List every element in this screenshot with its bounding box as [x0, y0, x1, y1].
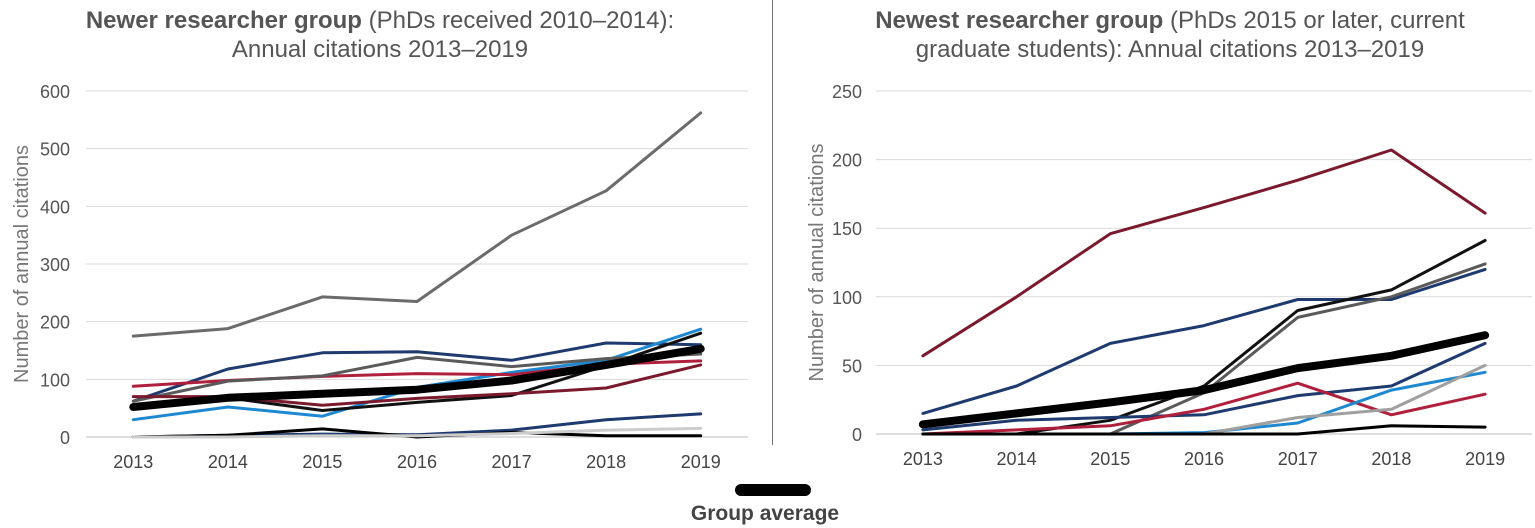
y-tick-label: 0: [852, 425, 862, 445]
x-tick-label: 2018: [586, 452, 626, 472]
chart-title-newer-group: Newer researcher group (PhDs received 20…: [40, 6, 720, 64]
title-rest: (PhDs received 2010–2014):: [361, 7, 675, 34]
y-tick-label: 200: [832, 151, 862, 171]
series-line: [131, 352, 703, 403]
title-rest: (PhDs 2015 or later, current: [1163, 7, 1465, 34]
title-bold: Newer researcher group: [85, 7, 362, 34]
legend: Group average: [640, 482, 900, 528]
y-tick-label: 0: [60, 428, 70, 448]
y-axis-label: Number of annual citations: [11, 145, 33, 383]
x-tick-label: 2019: [681, 452, 721, 472]
y-tick-label: 50: [842, 356, 862, 376]
series-line: [131, 426, 703, 439]
series-line-group-average: [129, 344, 705, 411]
series-line: [131, 412, 703, 439]
series-line-group-average: [918, 331, 1490, 429]
series-line: [921, 148, 1487, 358]
series-line: [131, 341, 703, 403]
y-tick-label: 150: [832, 219, 862, 239]
x-tick-label: 2019: [1465, 449, 1505, 469]
y-tick-label: 250: [832, 82, 862, 102]
series-line: [131, 111, 703, 338]
y-tick-label: 100: [832, 288, 862, 308]
series-line: [921, 267, 1487, 415]
series-line: [921, 381, 1487, 436]
x-tick-label: 2014: [997, 449, 1037, 469]
y-tick-label: 400: [40, 197, 70, 217]
y-tick-label: 600: [40, 82, 70, 102]
x-tick-label: 2015: [302, 452, 342, 472]
x-tick-label: 2018: [1371, 449, 1411, 469]
legend-label: Group average: [690, 502, 840, 525]
chart-title-newest-group: Newest researcher group (PhDs 2015 or la…: [820, 6, 1520, 64]
x-tick-label: 2017: [1278, 449, 1318, 469]
x-tick-label: 2016: [397, 452, 437, 472]
x-tick-label: 2013: [903, 449, 943, 469]
title-line2: graduate students): Annual citations 201…: [915, 36, 1425, 63]
panel-divider: [772, 0, 773, 445]
x-tick-label: 2013: [113, 452, 153, 472]
series-line: [921, 341, 1487, 432]
series-line: [921, 363, 1487, 436]
series-line: [921, 424, 1487, 436]
y-tick-label: 200: [40, 313, 70, 333]
y-tick-label: 100: [40, 370, 70, 390]
chart-newer-group: 0 100 200 300 400 500 600 2013 2014 2015 2016 2017 2…: [11, 82, 748, 472]
legend-swatch-group-average: [735, 484, 811, 496]
y-tick-label: 500: [40, 140, 70, 160]
y-tick-label: 300: [40, 255, 70, 275]
chart-newest-group: 0 50 100 150 200 250 2013 2014 2015 2016 2017 2018 2…: [806, 82, 1532, 469]
title-bold: Newest researcher group: [875, 7, 1164, 34]
x-tick-label: 2014: [208, 452, 248, 472]
y-axis-label: Number of annual citations: [806, 144, 828, 382]
x-tick-label: 2015: [1090, 449, 1130, 469]
title-line2: Annual citations 2013–2019: [231, 36, 529, 63]
x-tick-label: 2016: [1184, 449, 1224, 469]
x-tick-label: 2017: [492, 452, 532, 472]
